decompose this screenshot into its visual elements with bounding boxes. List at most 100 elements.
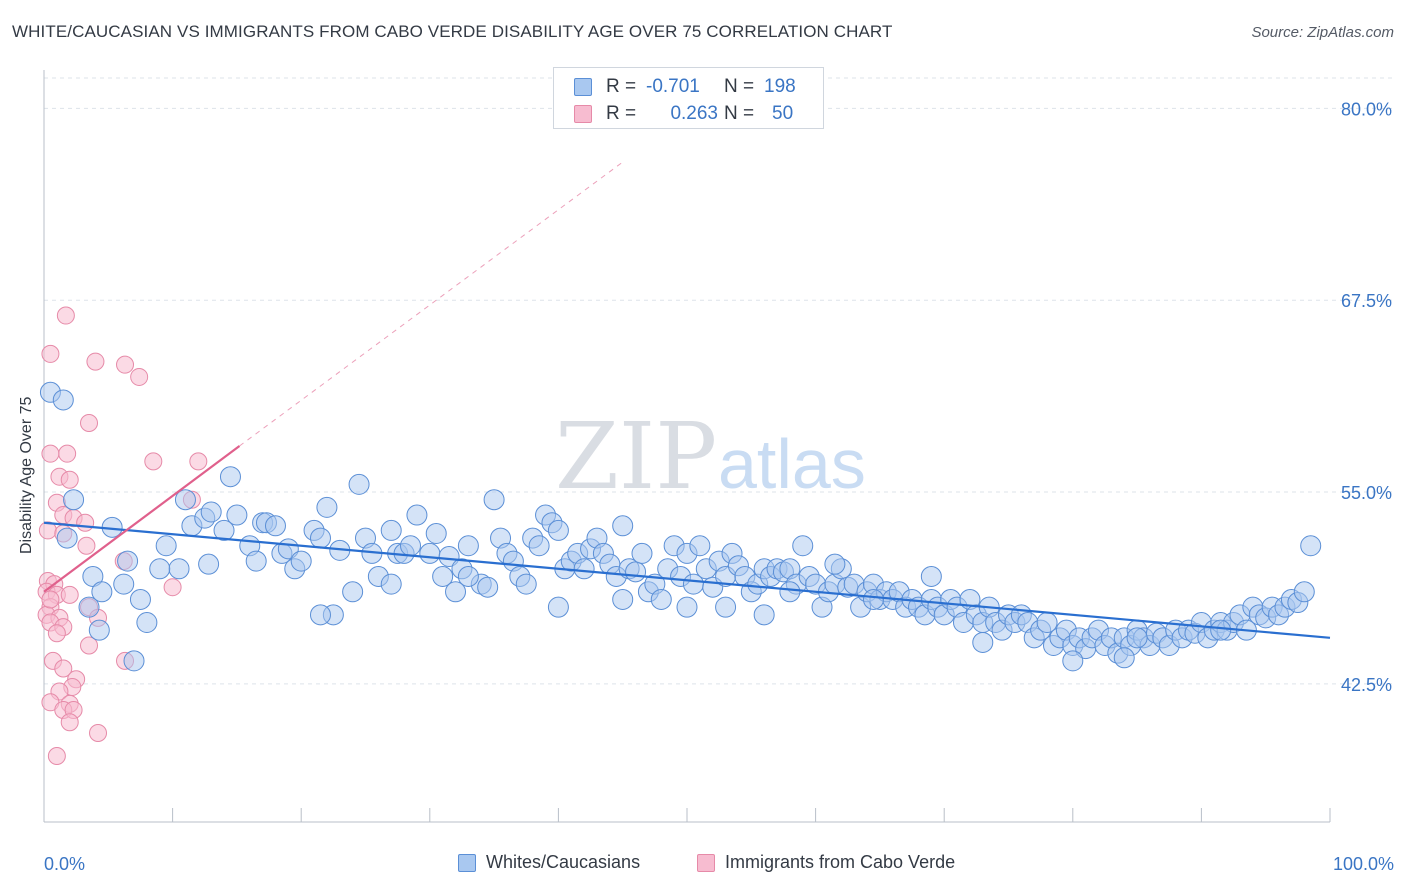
point-cabo-verde	[80, 636, 99, 655]
point-cabo-verde	[89, 723, 108, 742]
point-cabo-verde	[60, 713, 79, 732]
point-whites	[117, 550, 139, 572]
stats-n-value: 198	[764, 76, 796, 97]
point-whites	[226, 504, 248, 526]
legend-swatch-pink	[697, 853, 715, 872]
legend-label-whites: Whites/Caucasians	[486, 852, 641, 872]
point-whites	[457, 535, 479, 557]
point-cabo-verde	[76, 513, 95, 532]
stats-r-value: -0.701	[646, 76, 700, 97]
point-whites	[63, 489, 85, 511]
point-whites	[689, 535, 711, 557]
x-tick-label: 100.0%	[1333, 854, 1394, 874]
point-whites	[213, 519, 235, 541]
trend-line-cabo-verde	[43, 445, 241, 593]
legend-label-cabo-verde: Immigrants from Cabo Verde	[725, 852, 956, 872]
trend-line-whites	[43, 521, 1331, 639]
point-cabo-verde	[47, 747, 66, 766]
point-whites	[547, 519, 569, 541]
point-whites	[445, 581, 467, 603]
point-whites	[91, 581, 113, 603]
point-whites	[612, 588, 634, 610]
point-whites	[56, 527, 78, 549]
point-whites	[779, 581, 801, 603]
point-whites	[1113, 647, 1135, 669]
point-whites	[380, 519, 402, 541]
point-cabo-verde	[80, 413, 99, 432]
point-whites	[1300, 535, 1322, 557]
point-whites	[862, 588, 884, 610]
point-whites	[483, 489, 505, 511]
point-whites	[715, 596, 737, 618]
point-whites	[438, 545, 460, 567]
trend-lines	[43, 161, 1331, 639]
point-cabo-verde	[163, 578, 182, 597]
point-whites	[1062, 650, 1084, 672]
point-whites	[123, 650, 145, 672]
point-cabo-verde	[56, 306, 75, 325]
point-whites	[419, 542, 441, 564]
point-whites	[348, 473, 370, 495]
point-whites	[432, 565, 454, 587]
point-whites	[174, 489, 196, 511]
point-whites	[198, 553, 220, 575]
point-whites	[136, 611, 158, 633]
point-whites	[88, 619, 110, 641]
watermark-atlas: atlas	[718, 425, 866, 503]
point-whites	[264, 515, 286, 537]
legend-item-cabo-verde: Immigrants from Cabo Verde	[697, 852, 955, 873]
watermark-zip: ZIP	[555, 403, 717, 510]
stats-swatch-pink	[574, 105, 592, 123]
stats-r-value: 0.263	[670, 103, 718, 124]
point-cabo-verde	[41, 444, 60, 463]
point-whites	[972, 631, 994, 653]
stats-r-label: R =	[606, 76, 637, 97]
stats-legend: R = -0.701 N = 198 R = 0.263 N = 50	[553, 67, 824, 129]
point-cabo-verde	[54, 659, 73, 678]
stats-n-label: N =	[724, 76, 755, 97]
stats-row-whites: R = -0.701 N = 198	[574, 76, 796, 98]
point-whites	[309, 604, 331, 626]
point-cabo-verde	[116, 355, 135, 374]
point-whites	[155, 535, 177, 557]
point-whites	[631, 542, 653, 564]
point-whites	[753, 604, 775, 626]
point-whites	[573, 558, 595, 580]
point-cabo-verde	[58, 444, 77, 463]
point-whites	[547, 596, 569, 618]
y-tick-label: 67.5%	[1341, 291, 1392, 311]
point-whites	[676, 596, 698, 618]
point-whites	[650, 588, 672, 610]
point-cabo-verde	[86, 352, 105, 371]
y-tick-label: 55.0%	[1341, 483, 1392, 503]
point-whites	[78, 596, 100, 618]
point-whites	[1126, 627, 1148, 649]
stats-n-label: N =	[724, 103, 755, 124]
point-whites	[149, 558, 171, 580]
watermark: ZIP atlas	[555, 403, 866, 510]
y-tick-label: 80.0%	[1341, 99, 1392, 119]
point-whites	[1293, 581, 1315, 603]
point-cabo-verde	[60, 585, 79, 604]
stats-n-value: 50	[772, 103, 794, 124]
point-cabo-verde	[130, 367, 149, 386]
source-credit: Source: ZipAtlas.com	[1251, 24, 1394, 41]
point-whites	[792, 535, 814, 557]
point-whites	[309, 527, 331, 549]
point-cabo-verde	[60, 470, 79, 489]
point-cabo-verde	[41, 344, 60, 363]
point-whites	[528, 535, 550, 557]
point-whites	[515, 573, 537, 595]
tick-labels: 80.0% 67.5% 55.0% 42.5% 0.0% 100.0%	[44, 99, 1394, 874]
point-whites	[920, 565, 942, 587]
point-whites	[477, 576, 499, 598]
point-whites	[1210, 619, 1232, 641]
stats-r-label: R =	[606, 103, 637, 124]
point-whites	[342, 581, 364, 603]
stats-swatch-blue	[574, 78, 592, 96]
point-whites	[612, 515, 634, 537]
point-whites	[457, 565, 479, 587]
point-cabo-verde	[47, 624, 66, 643]
point-whites	[129, 588, 151, 610]
